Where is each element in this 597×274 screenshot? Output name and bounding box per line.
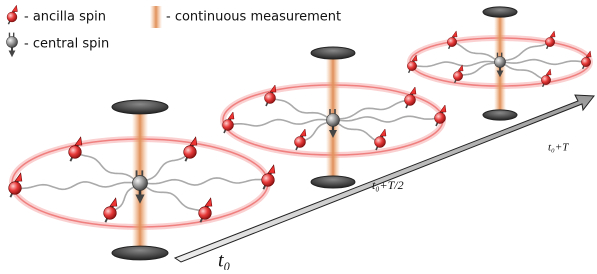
spin-head	[452, 31, 457, 37]
spin-ball	[9, 182, 22, 195]
coupling	[452, 42, 500, 62]
spin-ball	[7, 12, 17, 22]
spin-ball	[541, 75, 550, 84]
coupling	[270, 98, 333, 120]
spin-ball	[405, 95, 416, 106]
spin-ball	[265, 93, 276, 104]
legend-beam	[150, 6, 162, 28]
legend-label: - ancilla spin	[24, 10, 106, 25]
spin-ball	[69, 146, 82, 159]
detector-bottom	[483, 110, 517, 120]
spin-ball	[453, 71, 462, 80]
spin-ball	[104, 207, 117, 220]
spin-ball	[262, 174, 275, 187]
ancilla-spin	[7, 5, 17, 24]
detector-top	[311, 47, 355, 59]
spin-head	[205, 198, 212, 206]
time-label: t₀	[218, 250, 231, 270]
spin-head	[110, 198, 117, 206]
spin-ball	[223, 120, 234, 131]
spin-ball	[407, 61, 416, 70]
spin-ball	[447, 37, 456, 46]
spin-head	[75, 137, 82, 145]
coupling	[140, 183, 205, 213]
detector-top	[112, 100, 168, 114]
spin-ball	[494, 56, 505, 67]
coupling	[500, 62, 546, 80]
spin-head	[380, 129, 386, 136]
spin-ball	[199, 207, 212, 220]
spin-ball	[295, 137, 306, 148]
legend-label: - continuous measurement	[166, 10, 341, 25]
spin-ball	[133, 176, 148, 191]
detector-bottom	[112, 246, 168, 260]
spin-ball	[435, 113, 446, 124]
ancilla-spin	[405, 87, 417, 108]
detector-top	[483, 7, 517, 17]
spin-head	[12, 5, 17, 11]
spin-ball	[375, 137, 386, 148]
spin-ball	[6, 36, 17, 47]
ancilla-spin	[69, 137, 82, 161]
coupling	[333, 120, 380, 142]
spin-ball	[184, 146, 197, 159]
time-label: t₀+T/2	[372, 178, 404, 192]
legend: - ancilla spin - continuous measurement …	[6, 5, 341, 57]
ancilla-spin	[295, 129, 307, 150]
spin-head	[268, 165, 275, 173]
central-spin	[6, 33, 17, 58]
spin-head	[228, 112, 234, 119]
coupling	[75, 152, 140, 183]
time-label: t₀+T	[548, 142, 569, 154]
spin-ball	[545, 37, 554, 46]
coupling	[15, 182, 140, 189]
legend-label: - central spin	[24, 37, 109, 52]
coupling	[500, 60, 586, 65]
spin-head	[550, 31, 555, 37]
coupling	[140, 178, 268, 185]
diagram: t₀ t₀+T/2 t₀+T - ancilla spin - continuo…	[0, 0, 597, 270]
spin-head	[300, 129, 306, 136]
ancilla-spin	[447, 31, 457, 49]
spin-ball	[327, 114, 340, 127]
ancilla-spin	[375, 129, 387, 150]
coupling	[228, 120, 333, 126]
spin-head	[9, 51, 16, 58]
ancilla-spin	[545, 31, 555, 49]
spin-ball	[581, 57, 590, 66]
detector-bottom	[311, 176, 355, 188]
ancilla-spin	[104, 198, 117, 222]
coupling	[458, 62, 500, 76]
spin-head	[410, 87, 416, 94]
coupling	[500, 42, 550, 62]
spin-head	[546, 69, 551, 75]
